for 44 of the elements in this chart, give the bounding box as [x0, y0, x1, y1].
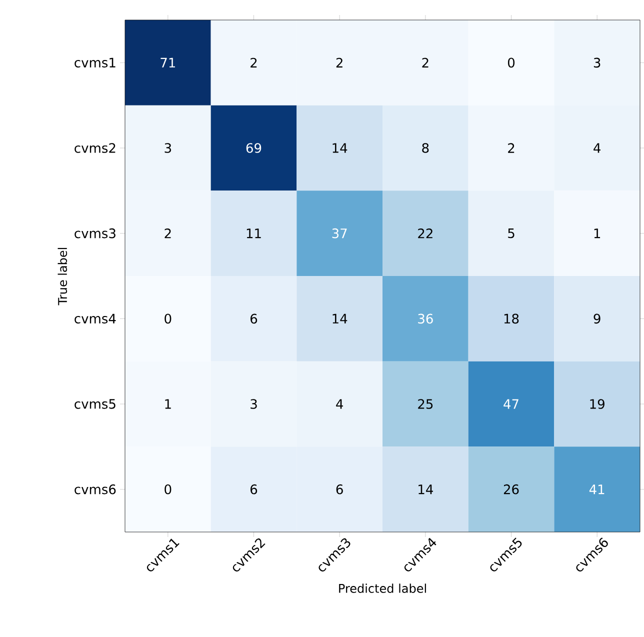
data-label: 4 [336, 399, 343, 409]
data-label: 2 [164, 228, 171, 238]
data-label: 14 [332, 314, 348, 324]
y-tick-label: cvms1 [74, 58, 116, 68]
data-label: 18 [504, 314, 519, 324]
data-label: 9 [594, 314, 600, 324]
data-label: 37 [332, 228, 347, 238]
data-label: 69 [246, 143, 262, 153]
y-axis-title: True label [58, 248, 68, 306]
data-label: 5 [508, 228, 514, 238]
data-label: 2 [508, 143, 514, 153]
data-label: 0 [508, 58, 515, 68]
data-label: 8 [422, 143, 429, 153]
data-label: 1 [594, 228, 600, 238]
data-label: 0 [164, 314, 172, 324]
data-label: 22 [418, 228, 432, 238]
data-label: 1 [165, 399, 171, 409]
data-label: 6 [250, 314, 258, 324]
data-label: 2 [250, 58, 257, 68]
data-label: 26 [504, 484, 519, 494]
data-label: 4 [594, 143, 600, 153]
data-label: 3 [250, 399, 257, 409]
y-tick-label: cvms4 [74, 314, 116, 324]
data-label: 11 [246, 228, 261, 238]
data-label: 25 [418, 399, 433, 409]
y-tick-label: cvms3 [74, 228, 116, 238]
x-axis-title: Predicted label [339, 584, 426, 593]
data-label: 19 [590, 399, 604, 409]
data-label: 36 [418, 314, 433, 324]
data-label: 14 [418, 484, 433, 494]
data-label: 0 [164, 484, 172, 494]
y-tick-label: cvms6 [74, 484, 116, 494]
data-label: 71 [160, 58, 175, 68]
data-label: 41 [589, 484, 604, 494]
data-label: 3 [594, 58, 600, 68]
y-tick-label: cvms5 [74, 399, 116, 409]
data-label: 6 [336, 484, 343, 494]
y-tick-label: cvms2 [74, 143, 116, 153]
data-label: 2 [422, 58, 428, 68]
data-label: 47 [504, 399, 518, 409]
data-label: 14 [332, 143, 348, 153]
data-label: 3 [164, 143, 172, 153]
data-label: 6 [250, 484, 258, 494]
data-label: 2 [336, 58, 342, 68]
